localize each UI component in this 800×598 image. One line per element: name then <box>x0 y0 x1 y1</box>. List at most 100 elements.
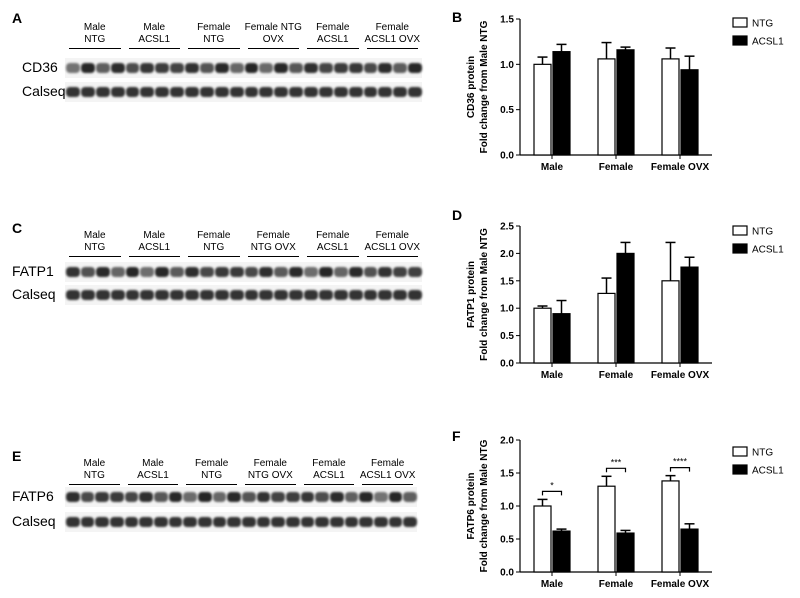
blot-band <box>66 517 80 527</box>
blot-band <box>393 267 408 277</box>
y-tick-label: 0.5 <box>500 105 514 116</box>
blot-group-line <box>247 256 299 257</box>
blot-band <box>378 63 393 73</box>
blot-band <box>66 492 80 502</box>
x-tick-label: Female OVX <box>651 579 710 590</box>
blot-band <box>110 87 125 97</box>
blot-band-label: Calseq <box>22 83 66 99</box>
blot-band <box>304 267 318 277</box>
y-tick-label: 1.5 <box>500 469 514 480</box>
significance-label: * <box>550 480 554 490</box>
bar <box>597 485 616 573</box>
x-tick-label: Female <box>599 370 634 381</box>
blot-band <box>125 63 140 73</box>
blot-band <box>155 290 170 300</box>
blot-band-label: FATP1 <box>12 263 54 279</box>
panel-letter: B <box>452 9 462 25</box>
blot-group-line <box>303 484 355 485</box>
blot-band <box>363 290 378 300</box>
x-tick-label: Female OVX <box>651 162 710 173</box>
blot-band-label: Calseq <box>12 513 56 529</box>
blot-band <box>154 492 168 502</box>
x-tick-label: Female <box>599 579 634 590</box>
blot-band <box>289 63 303 73</box>
blot-band <box>199 290 214 300</box>
blot-group-line <box>366 256 418 257</box>
blot-band <box>185 87 199 97</box>
blot-band <box>408 267 422 277</box>
blot-band <box>363 87 378 97</box>
legend-label: NTG <box>752 227 773 238</box>
blot-band-label: CD36 <box>22 59 58 75</box>
blot-group-line <box>69 256 121 257</box>
blot-band <box>359 492 373 502</box>
blot-group-label: Female ACSL1 <box>316 22 350 45</box>
blot-group-line <box>128 48 180 49</box>
blot-band <box>286 517 300 527</box>
chart-fatp1: D FATP1 protein Fold change from Male NTG 0… <box>452 207 784 381</box>
blot-band <box>304 63 318 73</box>
blot-band <box>170 290 184 300</box>
bar <box>680 266 699 364</box>
blot-band <box>289 87 303 97</box>
blot-band <box>95 517 109 527</box>
blot-band <box>344 492 359 502</box>
bar <box>533 63 552 156</box>
significance-bracket <box>541 490 563 496</box>
blot-band <box>256 517 271 527</box>
blot-band <box>185 267 199 277</box>
legend-label: ACSL1 <box>752 466 784 477</box>
legend-label: NTG <box>752 448 773 459</box>
panel-letter: E <box>12 448 22 464</box>
blot-band <box>363 63 378 73</box>
blot-band-label: Calseq <box>12 286 56 302</box>
blot-band <box>403 492 417 502</box>
blot-band <box>388 492 403 502</box>
blot-group-label: Male ACSL1 <box>138 22 171 45</box>
blot-band <box>66 63 80 73</box>
legend-swatch <box>732 225 748 236</box>
blot-band <box>330 517 344 527</box>
blot-band <box>214 87 229 97</box>
blot-band <box>212 517 227 527</box>
bar <box>680 528 699 573</box>
y-tick-label: 0.0 <box>500 359 514 370</box>
blot-band <box>124 492 139 502</box>
y-tick-label: 1.0 <box>500 60 514 71</box>
blot-group-line <box>69 484 120 485</box>
blot-group-label: Female ACSL1 <box>316 230 350 253</box>
blot-band <box>110 492 124 502</box>
blot-band <box>168 517 183 527</box>
legend-swatch <box>732 446 748 457</box>
x-tick-label: Male <box>541 579 564 590</box>
blot-band-label: FATP6 <box>12 488 54 504</box>
blot-group-line <box>128 256 180 257</box>
blot-band <box>259 87 274 97</box>
blot-group-line <box>307 48 359 49</box>
blot-band <box>348 63 363 73</box>
blot-band <box>304 290 318 300</box>
y-axis-title: FATP6 protein <box>466 472 477 539</box>
y-axis-title: FATP1 protein <box>466 261 477 328</box>
blot-band <box>80 517 95 527</box>
chart-fatp6: F FATP6 protein Fold change from Male NTG 0… <box>452 428 784 590</box>
bar <box>680 69 699 156</box>
blot-band <box>110 517 124 527</box>
blot-band <box>333 63 348 73</box>
bar <box>661 58 680 156</box>
blot-band <box>304 87 318 97</box>
blot-band <box>66 290 80 300</box>
significance-bracket <box>669 467 691 472</box>
blot-band <box>66 267 80 277</box>
blot-band <box>140 290 155 300</box>
legend-swatch <box>732 464 748 475</box>
blot-group-line <box>366 48 418 49</box>
blot-group-label: Female NTG <box>194 458 229 481</box>
panel-letter: D <box>452 207 462 223</box>
blot-band <box>408 290 422 300</box>
blot-band <box>183 517 197 527</box>
blot-band <box>95 63 110 73</box>
blot-band <box>242 517 256 527</box>
blot-band <box>212 492 227 502</box>
blot-band <box>359 517 373 527</box>
